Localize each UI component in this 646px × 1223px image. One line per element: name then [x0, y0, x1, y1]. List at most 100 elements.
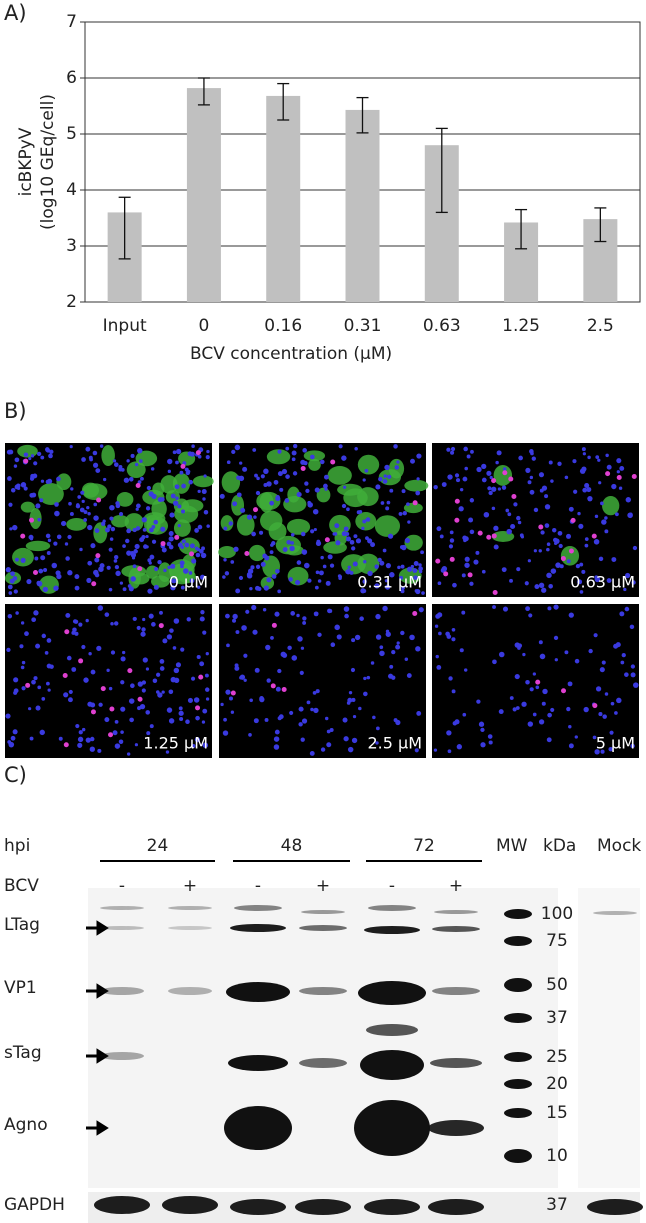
nucleus-stained [62, 673, 68, 679]
nucleus [205, 652, 209, 656]
image-label: 0 µM [169, 573, 208, 592]
nucleus [249, 586, 253, 591]
nucleus [132, 616, 137, 622]
cell-green [248, 544, 266, 562]
nucleus [334, 624, 340, 631]
nucleus [135, 507, 139, 511]
nucleus [385, 563, 391, 569]
nucleus [126, 528, 132, 534]
nucleus [295, 579, 301, 586]
nucleus [488, 740, 493, 745]
nucleus [501, 485, 507, 490]
nucleus [347, 565, 351, 569]
nucleus [406, 673, 412, 678]
nucleus [372, 715, 376, 720]
nucleus [343, 526, 349, 532]
nucleus [243, 653, 248, 658]
nucleus [145, 710, 151, 715]
nucleus [566, 533, 572, 539]
nucleus [29, 492, 35, 498]
x-tick-label: 1.25 [502, 316, 540, 336]
nucleus [400, 589, 405, 594]
nucleus [531, 456, 536, 461]
nucleus [226, 460, 231, 465]
nucleus [476, 466, 482, 473]
nucleus [98, 702, 103, 707]
nucleus [470, 449, 474, 454]
nucleus [228, 521, 233, 526]
nucleus [481, 477, 487, 483]
nucleus [313, 707, 319, 714]
nucleus [415, 588, 421, 595]
nucleus [434, 624, 439, 628]
nucleus [159, 610, 163, 615]
nucleus-stained [412, 500, 418, 506]
cell-green [172, 473, 191, 494]
nucleus [35, 503, 41, 509]
nucleus [445, 631, 450, 637]
nucleus [45, 681, 50, 686]
nucleus [284, 498, 290, 503]
nucleus [204, 673, 209, 678]
nucleus [264, 717, 269, 722]
protein-label: VP1 [4, 978, 37, 998]
blot-band [301, 910, 345, 914]
nucleus [587, 496, 593, 502]
nucleus [9, 527, 13, 531]
nucleus [168, 531, 174, 537]
arrow [86, 983, 109, 999]
nucleus [118, 739, 124, 744]
nucleus [310, 529, 315, 534]
nucleus [134, 743, 139, 747]
y-tick-label: 6 [66, 68, 77, 88]
blot-band [299, 925, 347, 931]
blot-band [299, 1058, 347, 1068]
nucleus [525, 606, 531, 612]
nucleus [475, 550, 480, 555]
nucleus [132, 527, 137, 533]
nucleus [47, 538, 52, 543]
nucleus [438, 631, 442, 636]
nucleus [263, 468, 269, 475]
nucleus [527, 480, 532, 485]
nucleus [40, 479, 45, 483]
nucleus [114, 743, 121, 749]
nucleus [354, 446, 358, 451]
error-bar [118, 196, 131, 260]
nucleus [185, 719, 190, 725]
nucleus [179, 470, 184, 475]
nucleus [13, 464, 18, 468]
nucleus [7, 613, 13, 619]
blot-band [587, 1199, 643, 1215]
nucleus [540, 530, 545, 535]
nucleus [393, 444, 398, 449]
nucleus [628, 512, 633, 517]
nucleus [277, 668, 282, 674]
bar [266, 95, 301, 302]
nucleus-stained [135, 483, 141, 489]
nucleus [29, 736, 34, 741]
nucleus [605, 453, 609, 458]
nucleus [291, 655, 298, 661]
nucleus [601, 660, 606, 665]
nucleus [118, 467, 123, 472]
nucleus [557, 461, 562, 466]
error-bar [435, 127, 448, 214]
nucleus [401, 489, 406, 494]
nucleus [126, 550, 132, 556]
nucleus [34, 556, 39, 561]
nucleus [247, 568, 254, 574]
nucleus [374, 583, 380, 589]
nucleus [67, 534, 72, 540]
nucleus [204, 687, 210, 692]
y-axis-label: (log10 GEq/cell) [38, 94, 58, 230]
nucleus [575, 564, 581, 569]
nucleus [566, 559, 571, 564]
nucleus [147, 558, 152, 563]
nucleus [544, 494, 549, 499]
nucleus [614, 512, 619, 517]
nucleus [389, 572, 395, 578]
nucleus [157, 692, 163, 698]
nucleus [35, 705, 41, 711]
cell-green [268, 522, 287, 541]
